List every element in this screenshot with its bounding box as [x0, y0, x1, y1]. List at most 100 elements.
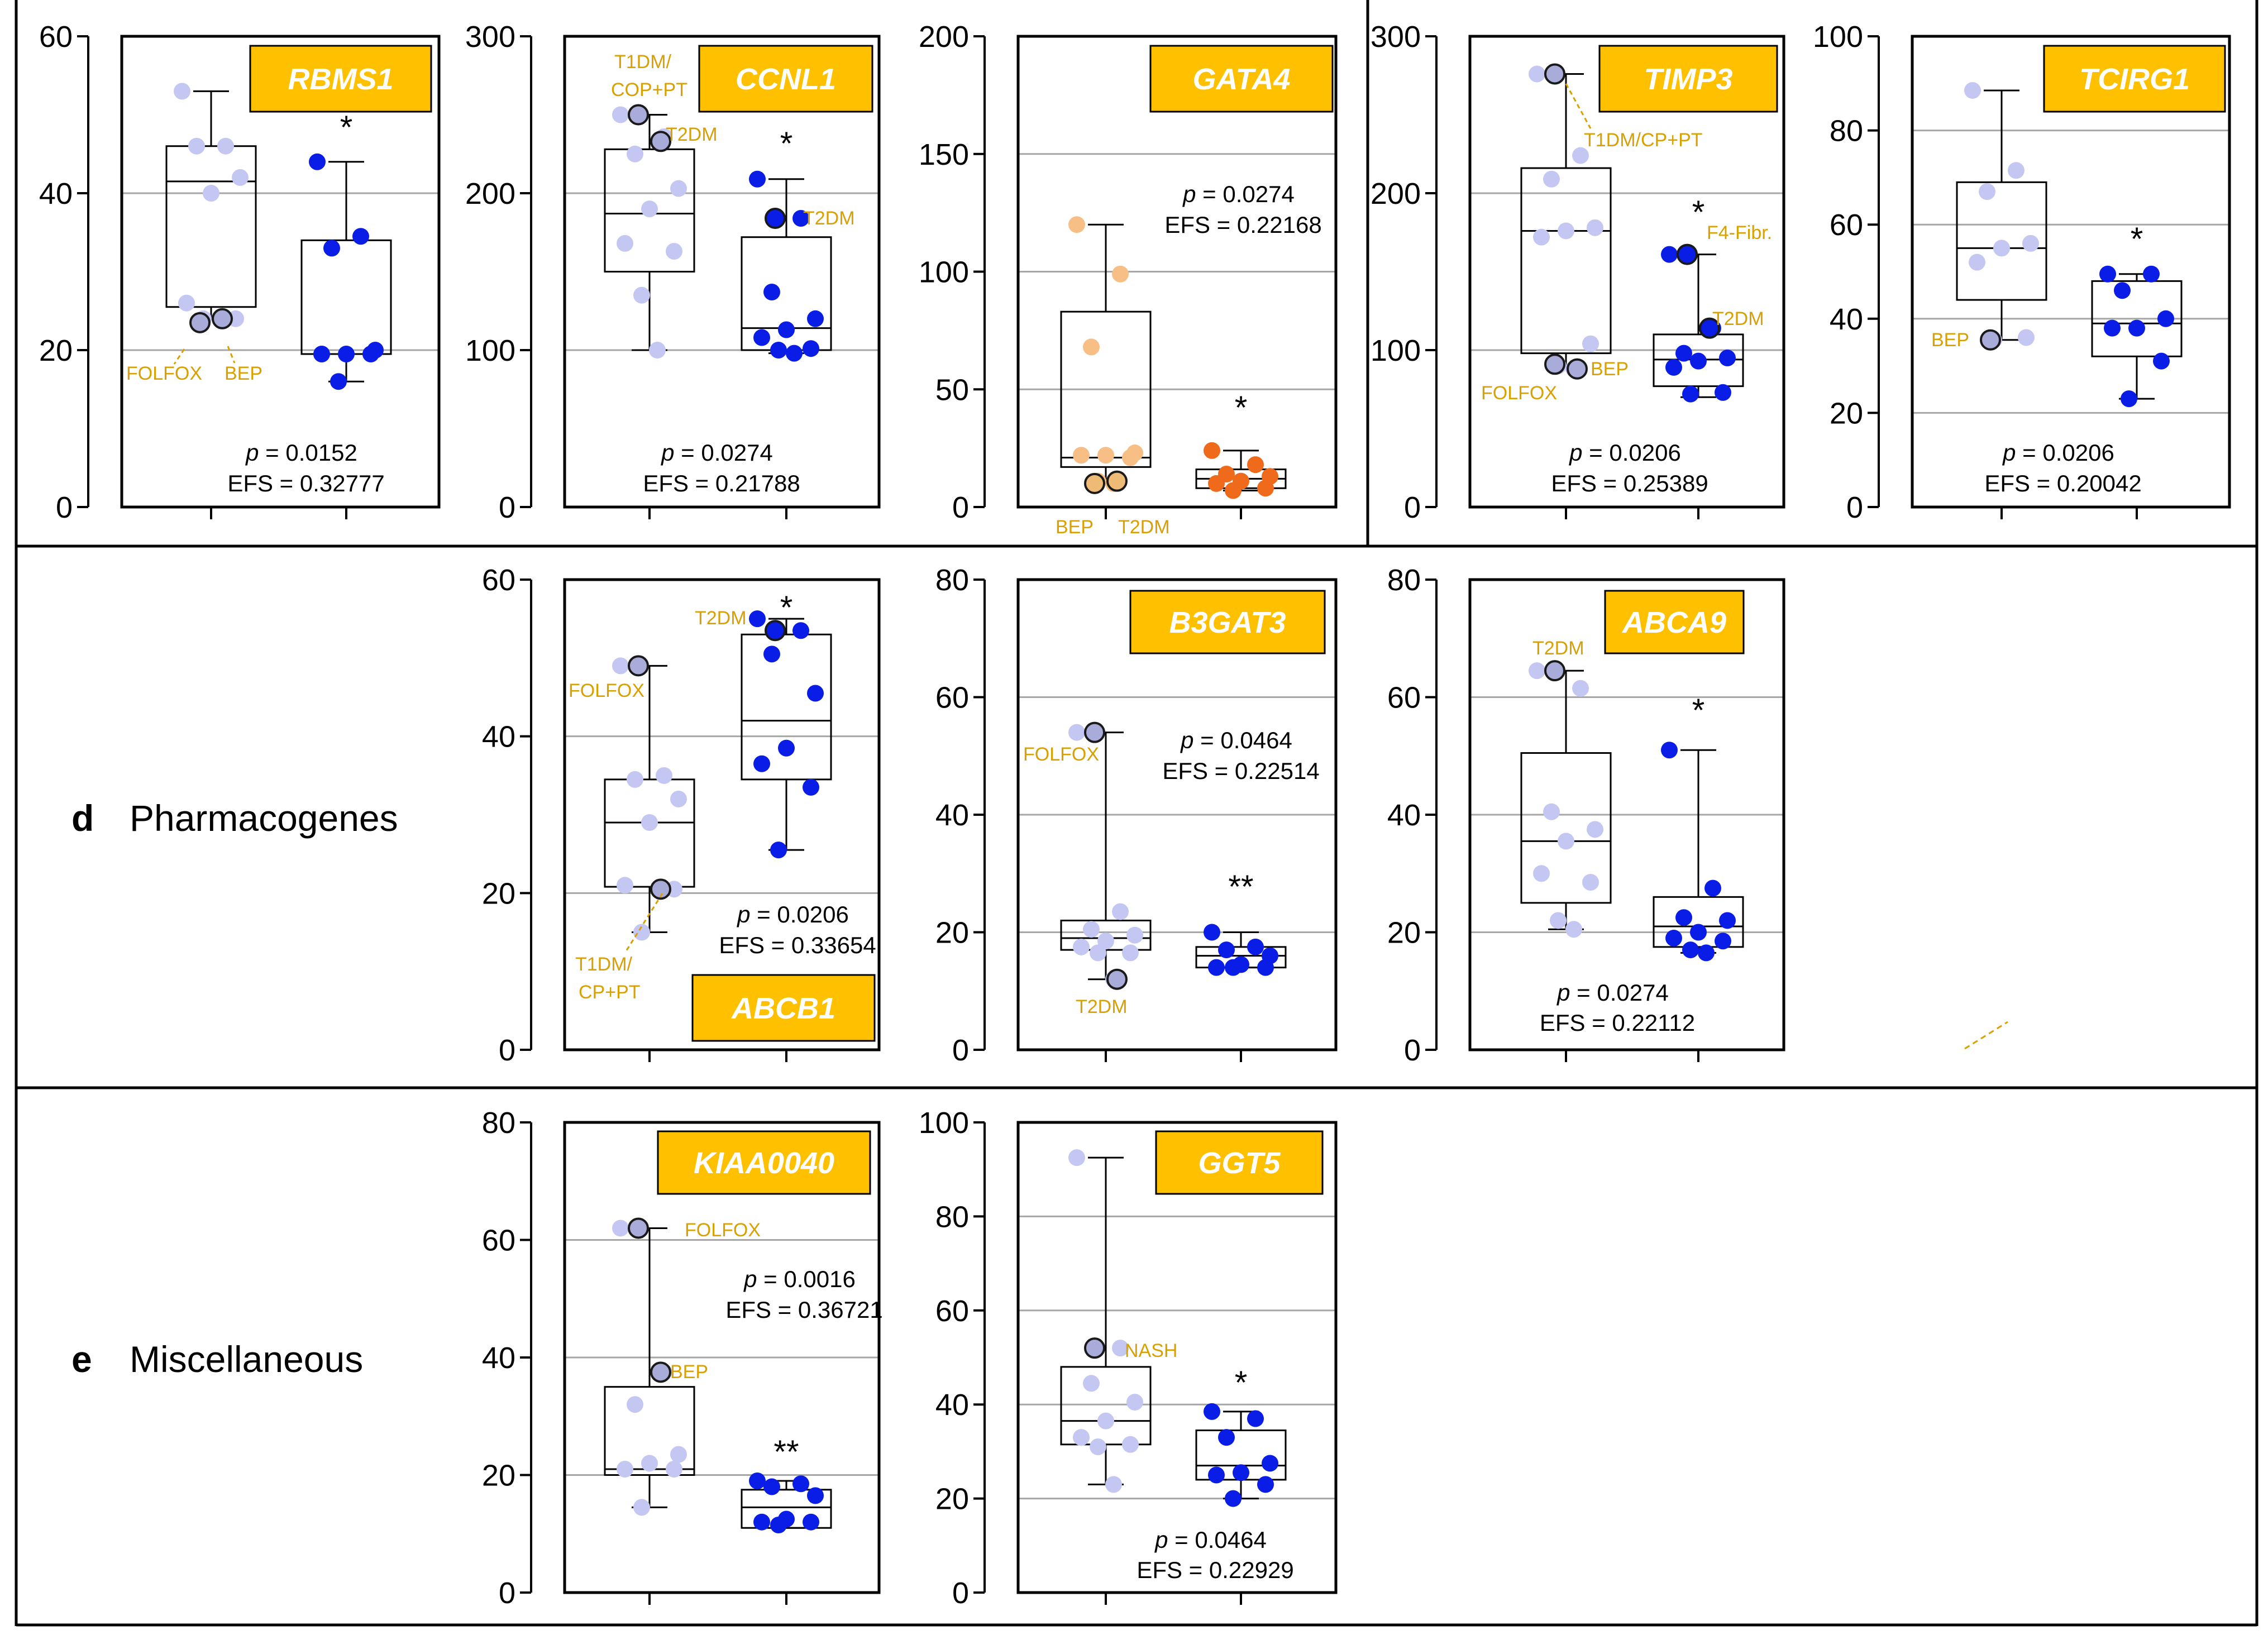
data-point [1068, 1149, 1085, 1167]
data-point [1083, 921, 1100, 938]
data-point [792, 209, 809, 227]
box-group-2 [300, 153, 392, 390]
efs-value: EFS = 0.22929 [1137, 1557, 1293, 1583]
significance-marker: ** [773, 1434, 799, 1470]
plot-frame [1016, 578, 1338, 1051]
box-iqr [604, 1386, 695, 1476]
timp3-annotation-bep: BEP [1591, 358, 1629, 380]
efs-value: EFS = 0.20042 [1984, 470, 2141, 496]
gene-label-box [1604, 590, 1745, 654]
panel-ccnl1: 0 100 200 300 * CCNL1 p = 0.0274 EFS = 0.21788 [465, 20, 881, 524]
y-tick-label: 0 [1846, 491, 1863, 524]
data-point [1112, 1340, 1129, 1357]
data-point [656, 767, 672, 784]
y-tick-label: 20 [1830, 396, 1863, 430]
significance-marker: * [1692, 194, 1705, 231]
data-point [1218, 1429, 1235, 1446]
data-point [1582, 874, 1599, 891]
y-tick-label: 40 [482, 1341, 515, 1375]
box-group-1 [604, 104, 695, 358]
data-point [1665, 358, 1682, 376]
y-tick-label: 80 [935, 563, 969, 597]
box-iqr [1520, 752, 1612, 904]
gene-label: TCIRG1 [2079, 63, 2190, 96]
data-point [1247, 938, 1264, 955]
p-value: p = 0.0152 [245, 439, 357, 466]
data-point [641, 1455, 658, 1472]
box-iqr [1520, 167, 1612, 355]
data-point [1204, 442, 1220, 459]
y-tick-label: 80 [482, 1106, 515, 1140]
gene-label: ABCA9 [1621, 606, 1726, 639]
panel-abcb1: 0 20 40 60 * ABCB1 p = 0.0206 EFS = 0.33654 [482, 563, 881, 1067]
data-point [1073, 938, 1090, 955]
ccnl1-annotation-t2dm-1: T2DM [666, 124, 718, 145]
abcb1-annotation-cppt: CP+PT [579, 982, 641, 1003]
efs-value: EFS = 0.25389 [1551, 470, 1708, 496]
significance-marker: * [2131, 221, 2143, 257]
data-point [670, 1446, 687, 1463]
rbms1-annotation-bep: BEP [225, 363, 262, 384]
data-point [770, 342, 787, 358]
efs-value: EFS = 0.22514 [1162, 758, 1319, 784]
data-point [323, 240, 340, 257]
data-point [2099, 265, 2116, 283]
p-value: p = 0.0206 [736, 901, 849, 928]
y-tick-label: 40 [482, 720, 515, 754]
highlighted-point [765, 620, 786, 642]
stray-dash [1964, 1021, 2008, 1050]
ggt5-annotation-nash: NASH [1125, 1340, 1177, 1361]
y-tick-label: 100 [1371, 334, 1421, 367]
gene-label: B3GAT3 [1169, 606, 1286, 639]
data-point [2153, 352, 2170, 370]
data-point [612, 106, 629, 123]
data-point [1204, 1403, 1220, 1420]
data-point [617, 235, 633, 252]
timp3-annotation-t2dm: T2DM [1712, 308, 1764, 329]
data-point [1558, 222, 1574, 240]
efs-value: EFS = 0.21788 [643, 470, 800, 496]
section-d-letter: d [71, 797, 94, 839]
significance-marker: * [780, 126, 793, 162]
data-point [641, 200, 658, 218]
box-group-1 [1060, 721, 1152, 990]
box-group-2 [1195, 1403, 1287, 1507]
data-point [1068, 724, 1085, 741]
box-group-1 [604, 655, 695, 941]
data-point [1572, 680, 1589, 697]
data-point [2018, 329, 2035, 346]
data-point [1225, 959, 1242, 976]
data-point [1529, 662, 1545, 680]
y-tick-label: 60 [935, 681, 969, 715]
data-point [217, 137, 234, 155]
gene-label-box [1155, 1130, 1324, 1195]
data-point [807, 1487, 824, 1504]
data-point [1558, 833, 1574, 850]
y-tick-label: 60 [1830, 208, 1863, 242]
data-point [753, 1513, 770, 1531]
plot-frame [563, 578, 881, 1051]
data-point [174, 83, 190, 100]
b3gat3-annotation-t2dm: T2DM [1076, 996, 1128, 1017]
gata4-annotation-bep: BEP [1056, 517, 1094, 538]
data-point [1698, 944, 1715, 962]
data-point [612, 1220, 629, 1237]
highlighted-point [1084, 472, 1105, 494]
data-point [1543, 803, 1560, 820]
kiaa0040-annotation-folfox: FOLFOX [685, 1220, 761, 1241]
highlighted-point [1980, 329, 2001, 351]
data-point [1126, 1393, 1143, 1411]
y-tick-label: 200 [465, 177, 515, 211]
data-point [763, 1478, 780, 1495]
data-point [1247, 456, 1264, 474]
efs-value: EFS = 0.22112 [1540, 1010, 1695, 1036]
data-point [617, 877, 633, 894]
significance-marker: * [780, 590, 793, 626]
y-tick-label: 0 [499, 491, 515, 524]
y-tick-label: 0 [56, 491, 73, 524]
data-point [1112, 265, 1129, 283]
data-point [309, 153, 326, 170]
data-point [1704, 879, 1721, 897]
plot-frame [1911, 35, 2231, 509]
data-point [1715, 384, 1731, 401]
